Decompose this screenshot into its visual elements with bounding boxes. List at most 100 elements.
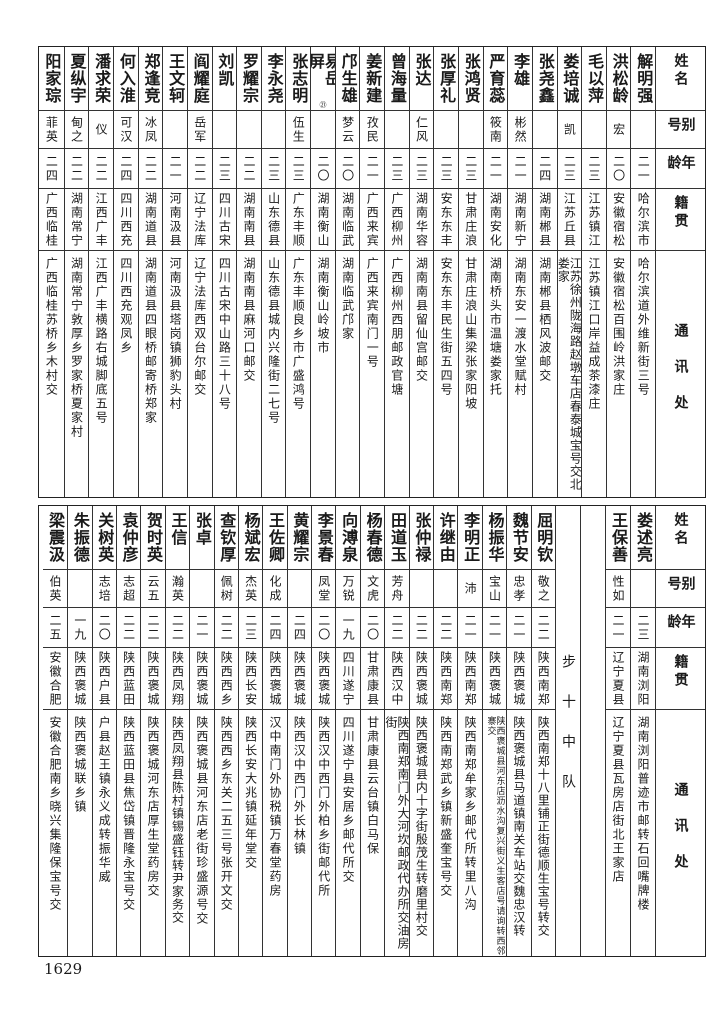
person-age: 二二 bbox=[121, 613, 136, 642]
header-age: 年龄 bbox=[665, 155, 696, 173]
person-age: 二五 bbox=[47, 613, 62, 642]
person-origin: 湖南华容 bbox=[414, 191, 429, 248]
person-alias: 岳军 bbox=[192, 115, 207, 144]
section-label: 步十中队 bbox=[560, 654, 576, 814]
person-address: 安东东丰民生街五四号 bbox=[439, 257, 454, 397]
person-name: 杨斌宏 bbox=[241, 512, 261, 563]
person-origin: 陕西长安 bbox=[243, 650, 258, 707]
person-address: 陕西褒城联乡镇 bbox=[72, 716, 87, 814]
header-age: 年龄 bbox=[665, 614, 696, 632]
person-name: 张卓 bbox=[192, 512, 212, 546]
person-name: 查钦厚 bbox=[217, 512, 237, 563]
person-row: 娄培诚凯二三 江苏丘县 江苏徐州陇海路赵墩车店春泰城宝号交北娄家 bbox=[556, 47, 582, 497]
person-row: 解明强 二一 哈尔滨市 哈尔滨道外维新街三号 bbox=[630, 47, 656, 497]
person-alias: 仪 bbox=[94, 122, 109, 137]
person-origin: 广东丰顺 bbox=[291, 191, 306, 248]
header-name: 姓名 bbox=[672, 512, 689, 548]
person-age: 二一 bbox=[463, 613, 478, 642]
bottom-roster-table: 姓名 别号 年龄 籍贯 通讯处 娄述亮 二三 湖南浏阳 湖南浏阳普迹市邮转石回嘴牌楼 王保善 性如二… bbox=[38, 505, 706, 957]
person-address: 陕西南郑南门外大河坎邮政代办所交油房街 bbox=[385, 716, 409, 950]
header-name: 姓名 bbox=[672, 53, 689, 89]
person-origin: 江苏丘县 bbox=[562, 191, 577, 248]
person-name: 张鸿贤 bbox=[461, 53, 481, 104]
person-age: 二二 bbox=[170, 613, 185, 642]
person-address: 湖南常宁敦厚乡罗家桥夏家村 bbox=[69, 257, 84, 439]
person-origin: 湖南新宁 bbox=[513, 191, 528, 248]
person-origin: 江西广丰 bbox=[94, 191, 109, 248]
person-row: 洪松龄宏二〇 安徽宿松 安徽宿松百围岭洪家庄 bbox=[605, 47, 631, 497]
person-address: 江苏镇江口岸益成茶漆庄 bbox=[586, 257, 601, 411]
person-origin: 广西来宾 bbox=[365, 191, 380, 248]
person-address: 陕西褒城河东店厚生堂药房交 bbox=[146, 716, 161, 898]
person-origin: 陕西褒城 bbox=[194, 650, 209, 707]
person-row: 郑逢竞 冰凤 二二 湖南道县 湖南道县四眼桥邮寄桥郑家 bbox=[137, 47, 163, 497]
person-address: 陕西褒城县河东店沥水沟复兴街义生客店号请询转西邻寨交 bbox=[485, 716, 505, 956]
person-row: 杨振华 宝山 二一 陕西褒城 陕西褒城县河东店沥水沟复兴街义生客店号请询转西邻寨交 bbox=[481, 506, 507, 956]
person-row: 张尧鑫 二四 湖南郴县 湖南郴县栖风波邮交 bbox=[531, 47, 557, 497]
person-name: 李明正 bbox=[461, 512, 481, 563]
person-row: 李明正沛二一 陕西南郑 陕西南郑牟家乡邮代所转里八沟 bbox=[457, 506, 482, 956]
person-row: 阎耀庭 岳军 二二 辽宁法库 辽宁法库西双台尔邮交 bbox=[186, 47, 212, 497]
person-row: 张仲禄 二二 陕西褒城 陕西褒城县内十字街殷茂生转磨里村交 bbox=[408, 506, 434, 956]
person-alias: 仁风 bbox=[414, 115, 429, 144]
person-name: 张厚礼 bbox=[437, 53, 457, 104]
person-origin: 湖南南县 bbox=[242, 191, 257, 248]
person-name: 阳家琮 bbox=[42, 53, 62, 104]
person-address: 湖南浏阳普迹市邮转石回嘴牌楼 bbox=[636, 716, 650, 912]
person-alias: 文虎 bbox=[365, 574, 380, 603]
person-alias: 凤堂 bbox=[316, 574, 331, 603]
person-row: 邝生雄 梦云 二〇 湖南临武 湖南临武邝家 bbox=[334, 47, 360, 497]
person-address: 湖南南县麻河口邮交 bbox=[242, 257, 257, 383]
person-origin: 安徽合肥 bbox=[47, 650, 62, 707]
person-alias: 志培 bbox=[97, 574, 112, 603]
person-name: 娄培诚 bbox=[560, 53, 580, 104]
person-age: 二〇 bbox=[340, 154, 355, 183]
person-age: 二三 bbox=[414, 154, 429, 183]
person-name: 严育蕊 bbox=[486, 53, 506, 104]
person-address: 四川西充观凤乡 bbox=[118, 257, 133, 355]
person-alias: 化成 bbox=[268, 574, 282, 603]
person-age: 二四 bbox=[44, 154, 59, 183]
person-address: 哈尔滨道外维新街三号 bbox=[636, 257, 651, 397]
person-row: 何入淮 可汉 二四 四川西充 四川西充观凤乡 bbox=[113, 47, 138, 497]
person-row: 魏节安 忠孝 二一 陕西褒城 陕西褒城县马道镇南关车站交魏忠汉转 bbox=[506, 506, 531, 956]
person-row: 查钦厚 佩树 二二 陕西西乡 陕西西乡东关二五三号张开文交 bbox=[213, 506, 238, 956]
person-address: 安徽合肥南乡晓兴集隆保宝号交 bbox=[47, 716, 62, 912]
person-alias: 冰凤 bbox=[143, 115, 158, 144]
person-age: 二一 bbox=[487, 613, 502, 642]
person-age: 二一 bbox=[511, 613, 526, 642]
person-name: 邝生雄 bbox=[338, 53, 358, 104]
person-address: 河南汲县塔岗镇狮豹头村 bbox=[168, 257, 183, 411]
person-address: 陕西汉中西门外长林镇 bbox=[292, 716, 307, 856]
person-row: 潘求荣仪二二 江西广丰 江西广丰横路右城脚底五号 bbox=[88, 47, 113, 497]
header-column: 姓名 别号 年龄 籍贯 通讯处 bbox=[655, 506, 705, 956]
person-address: 湖南郴县栖风波邮交 bbox=[537, 257, 552, 383]
person-row: 李景春 凤堂 二〇 陕西褒城 陕西汉中西门外柏乡街邮代所 bbox=[311, 506, 336, 956]
person-address: 陕西凤翔县陈村镇锡盛钰转尹家务交 bbox=[170, 716, 185, 924]
person-age: 二四 bbox=[537, 154, 552, 183]
person-address: 陕西褒城县马道镇南关车站交魏忠汉转 bbox=[511, 716, 526, 937]
person-name: 张尧鑫 bbox=[535, 53, 555, 104]
person-age: 二一 bbox=[194, 613, 209, 642]
header-origin: 籍贯 bbox=[672, 654, 689, 690]
header-address: 通讯处 bbox=[672, 782, 689, 890]
person-address: 广西来宾南门一号 bbox=[365, 257, 380, 369]
person-origin: 陕西汉中 bbox=[389, 650, 404, 707]
person-address: 广西临桂苏桥乡木村交 bbox=[44, 257, 59, 397]
person-age: 二一 bbox=[488, 154, 503, 183]
person-alias: 筱南 bbox=[488, 115, 503, 144]
header-origin: 籍贯 bbox=[672, 195, 689, 231]
person-name: 张达 bbox=[412, 53, 432, 87]
person-name: 关树英 bbox=[95, 512, 115, 563]
person-origin: 陕西南郑 bbox=[463, 650, 478, 707]
person-address: 陕西褒城县河东店老街珍盛源号交 bbox=[194, 716, 209, 926]
person-age: 二四 bbox=[268, 613, 282, 642]
person-row: 贺时英 云五 二二 陕西褒城 陕西褒城河东店厚生堂药房交 bbox=[140, 506, 165, 956]
person-name: 田道玉 bbox=[387, 512, 407, 563]
person-row: 阳家琮 菲英 二四 广西临桂 广西临桂苏桥乡木村交 bbox=[39, 47, 64, 497]
person-age: 二一 bbox=[365, 154, 380, 183]
person-name: 贺时英 bbox=[144, 512, 164, 563]
person-name: 向溥泉 bbox=[339, 512, 359, 563]
person-row: 毛以萍 二三 江苏镇江 江苏镇江口岸益成茶漆庄 bbox=[581, 47, 606, 497]
person-origin: 湖南衡山 bbox=[315, 191, 330, 248]
